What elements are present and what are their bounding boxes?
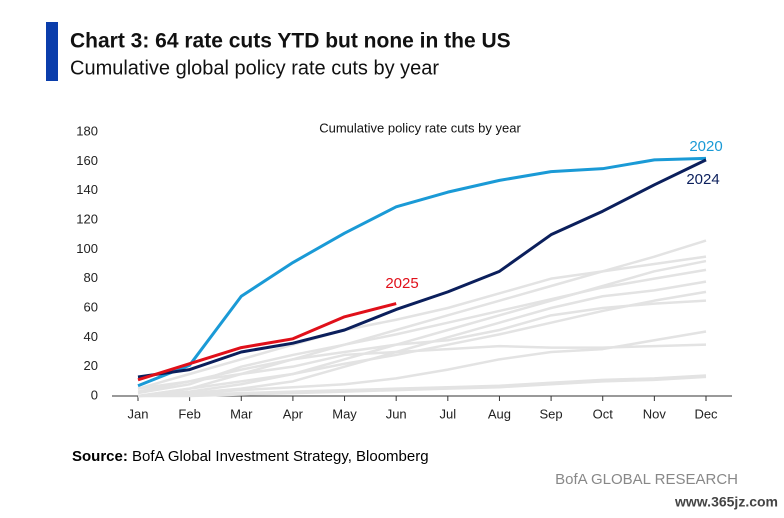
series-line — [137, 259, 707, 398]
series-line — [137, 268, 707, 395]
series-label: 2020 — [689, 138, 722, 155]
brand: BofA GLOBAL RESEARCH — [555, 471, 738, 488]
y-tick-label: 180 — [76, 123, 98, 138]
series-line — [138, 375, 707, 398]
x-tick-label: Jul — [440, 406, 457, 421]
series-line — [137, 302, 397, 382]
y-tick-label: 100 — [76, 241, 98, 256]
x-tick-label: Mar — [230, 406, 253, 421]
y-tick-label: 20 — [84, 358, 98, 373]
y-tick-label: 80 — [84, 270, 98, 285]
plot-title: Cumulative policy rate cuts by year — [319, 120, 521, 135]
series-line — [137, 374, 707, 398]
source-text: BofA Global Investment Strategy, Bloombe… — [132, 448, 429, 465]
source: Source: BofA Global Investment Strategy,… — [72, 448, 429, 465]
x-tick-label: Dec — [694, 406, 718, 421]
x-tick-label: Jun — [386, 406, 407, 421]
series-label: 2025 — [385, 275, 418, 292]
series-line — [137, 299, 707, 393]
watermark: www.365jz.com — [674, 494, 778, 510]
x-tick-label: Jan — [128, 406, 149, 421]
series-line — [137, 156, 707, 388]
series-line — [137, 343, 707, 390]
x-tick-label: Nov — [643, 406, 667, 421]
x-tick-label: Feb — [178, 406, 200, 421]
y-tick-label: 40 — [84, 329, 98, 344]
y-tick-label: 60 — [84, 299, 98, 314]
title-accent — [46, 22, 58, 81]
y-tick-label: 160 — [76, 153, 98, 168]
y-tick-label: 120 — [76, 211, 98, 226]
series-line — [137, 255, 707, 390]
x-tick-label: Oct — [593, 406, 614, 421]
y-tick-label: 140 — [76, 182, 98, 197]
x-tick-label: May — [332, 406, 357, 421]
chart-subtitle: Cumulative global policy rate cuts by ye… — [70, 57, 439, 79]
x-tick-label: Apr — [283, 406, 304, 421]
x-tick-label: Sep — [540, 406, 563, 421]
chart-title: Chart 3: 64 rate cuts YTD but none in th… — [70, 30, 511, 53]
y-tick-label: 0 — [91, 387, 98, 402]
x-tick-label: Aug — [488, 406, 511, 421]
source-label: Source: — [72, 448, 128, 465]
series-label: 2024 — [686, 171, 719, 188]
series-line — [137, 158, 707, 379]
